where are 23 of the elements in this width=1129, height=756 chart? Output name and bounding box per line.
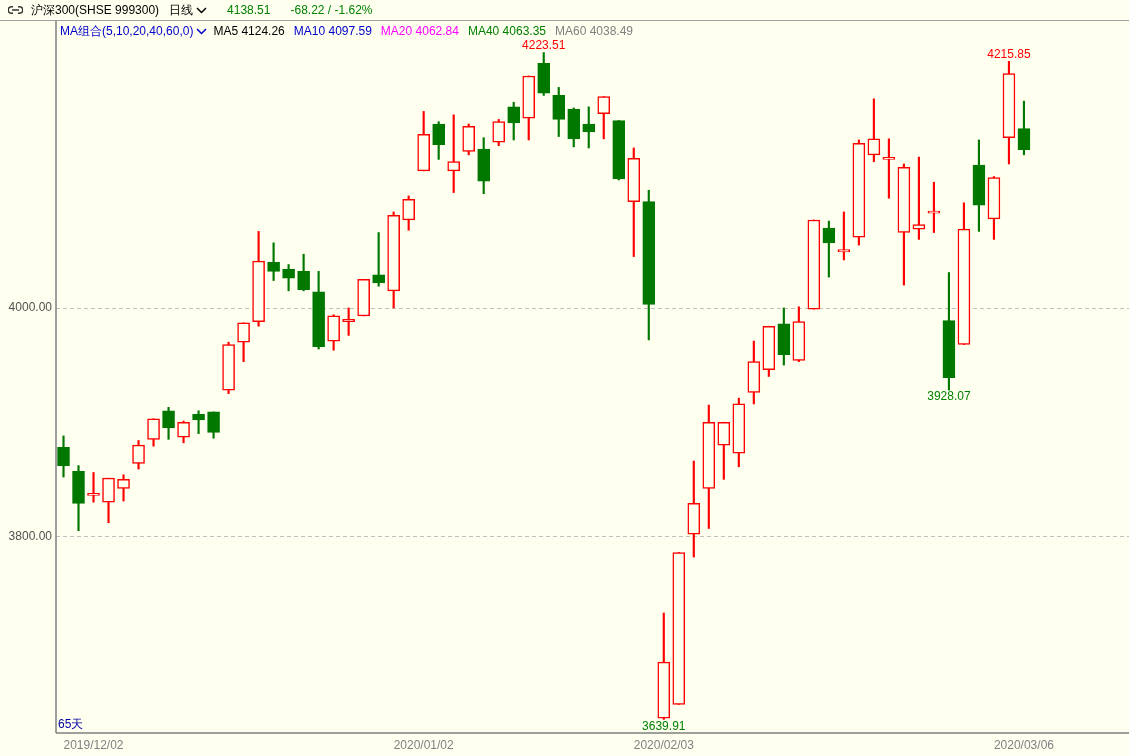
candlestick — [192, 410, 205, 434]
annotation: MA10 4097.59 — [293, 24, 372, 38]
chart-title: 沪深300(SHSE 999300) — [31, 1, 160, 19]
text: 4138.51 — [227, 3, 271, 17]
annotation: MA5 4124.26 — [213, 24, 285, 38]
annotation: MA20 4062.84 — [380, 24, 459, 38]
x-tick-label: 2020/03/06 — [993, 737, 1055, 752]
x-tick-label: 2020/01/02 — [393, 737, 455, 752]
annotation: MA60 4038.49 — [554, 24, 634, 38]
annotation: 3928.07 — [927, 389, 971, 404]
y-tick-label: 4000.00 — [8, 300, 53, 315]
annotation: 4223.51 — [522, 37, 566, 52]
chart-subtitle: 日线 — [169, 1, 194, 19]
text: -68.22 / -1.62% — [290, 3, 373, 17]
y-tick-label: 3800.00 — [8, 528, 53, 543]
x-tick-label: 2019/12/02 — [63, 737, 124, 752]
annotation: MA40 4063.35 — [467, 24, 546, 38]
annotation: 65天 — [58, 717, 84, 731]
annotation: 4215.85 — [987, 46, 1031, 61]
annotation: MA组合(5,10,20,40,60,0) — [60, 22, 194, 40]
annotation: 3639.91 — [642, 718, 686, 733]
x-tick-label: 2020/02/03 — [633, 737, 695, 752]
candlestick — [87, 472, 100, 503]
